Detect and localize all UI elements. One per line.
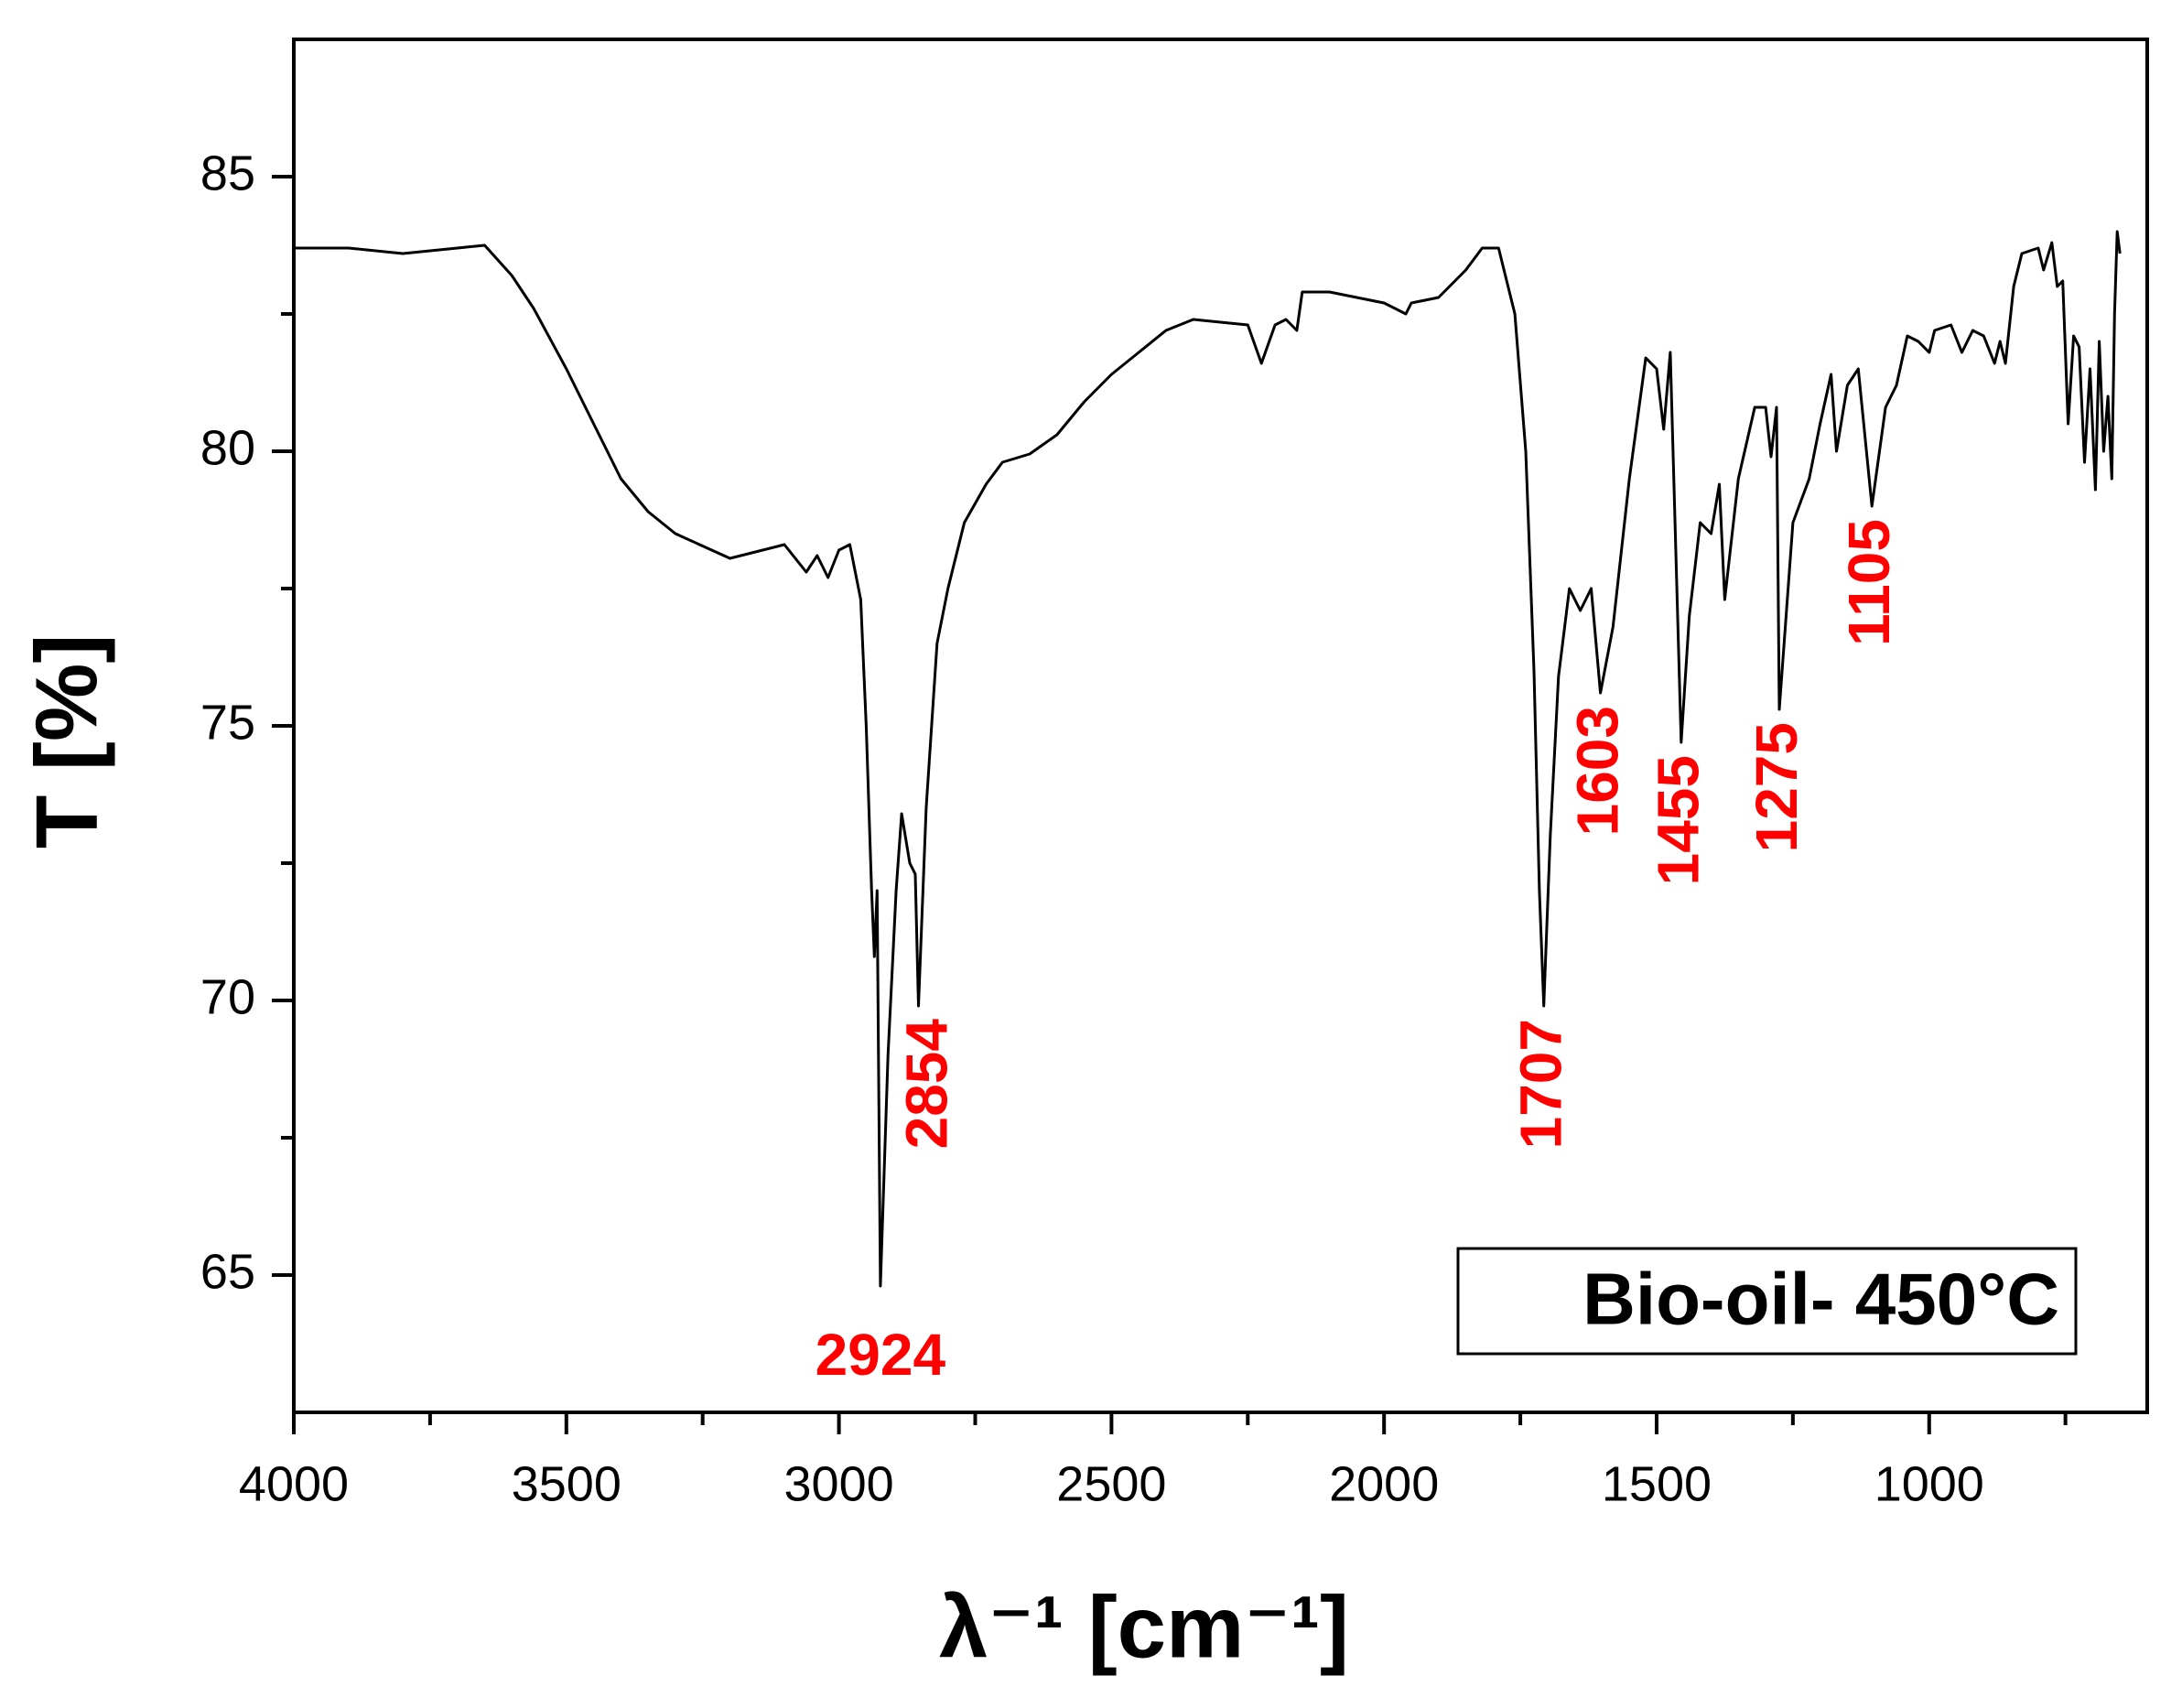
legend-label: Bio-oil- 450°C [1582,1259,2059,1340]
legend-box [1456,1247,2078,1356]
peak-label: 1603 [1565,706,1631,836]
plot-frame [292,38,2149,1414]
y-tick-label: 65 [200,1244,255,1299]
x-tick-label: 2000 [1329,1456,1439,1511]
spectrum-line [294,230,2122,1288]
x-tick-label: 1500 [1602,1456,1712,1511]
y-tick-label: 75 [200,695,255,750]
peak-label: 2854 [893,1019,959,1150]
x-tick-label: 2500 [1056,1456,1166,1511]
x-tick-label: 3000 [784,1456,894,1511]
x-tick-label: 1000 [1874,1456,1984,1511]
x-tick-label: 3500 [512,1456,621,1511]
x-tick-label: 4000 [239,1456,349,1511]
y-tick-label: 85 [200,146,255,200]
peak-label: 1707 [1508,1019,1574,1149]
y-axis-title: T [%] [17,634,115,849]
peak-label: 1275 [1744,722,1809,852]
peak-label: 2924 [816,1322,946,1388]
y-tick-label: 80 [200,420,255,475]
peak-label: 1105 [1836,519,1902,646]
x-axis-title: λ⁻¹ [cm⁻¹] [939,1578,1349,1676]
peak-label: 1455 [1646,755,1712,885]
y-tick-label: 70 [200,969,255,1024]
